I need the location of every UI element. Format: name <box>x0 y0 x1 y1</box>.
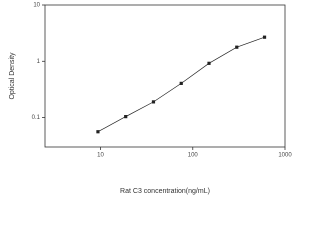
y-tick-label: 1 <box>37 59 41 65</box>
data-point <box>151 100 156 104</box>
y-axis-label: Optical Density <box>9 52 16 100</box>
data-point <box>262 35 267 39</box>
y-tick-label: 10 <box>33 3 40 9</box>
data-point <box>235 45 239 49</box>
data-point <box>96 130 100 134</box>
chart: Rat C3 concentration(ng/mL) Optical Dens… <box>9 3 292 195</box>
data-point <box>207 61 211 65</box>
x-tick-label: 1000 <box>278 153 292 159</box>
plot-frame <box>44 4 286 148</box>
y-tick-label: 0.1 <box>32 115 41 121</box>
data-point <box>124 115 128 119</box>
x-tick-label: 100 <box>188 153 199 159</box>
x-tick-label: 10 <box>97 153 104 159</box>
x-axis-label: Rat C3 concentration(ng/mL) <box>120 188 210 195</box>
data-point <box>179 81 183 85</box>
